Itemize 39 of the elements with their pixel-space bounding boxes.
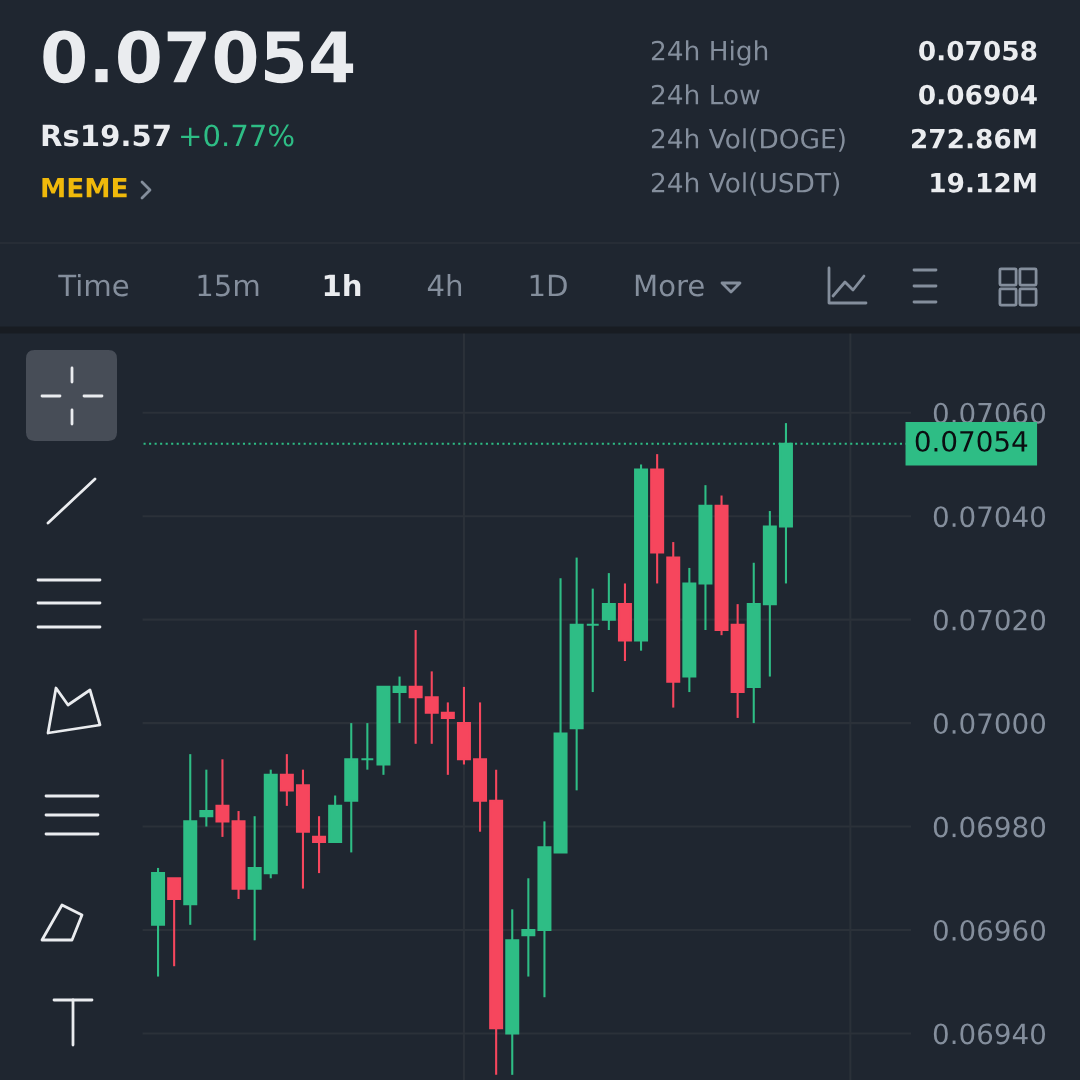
y-tick-label: 0.06940 [933,1023,1046,1045]
y-tick-label: 0.07000 [933,713,1046,735]
text: More [635,274,704,297]
text: MEME [42,178,127,198]
y-tick-label: 0.06960 [933,919,1046,941]
candlestick [360,722,375,771]
text: 0.06904 [919,84,1037,105]
text: 4h [427,273,462,297]
text: 24h High [651,40,768,66]
candlestick [215,758,230,838]
text: +0.77% [181,124,294,147]
candlestick [199,768,214,828]
text: 24h Low [651,84,760,105]
candlestick [521,877,536,978]
candlestick [408,628,423,745]
y-tick-label: 0.07040 [933,506,1046,528]
candlestick [424,670,439,745]
text: 19.12M [931,172,1036,193]
candlestick [440,701,455,776]
candlestick [312,815,327,875]
candlestick [392,675,407,725]
text: 24h Vol(USDT) [651,172,839,196]
text: 1D [530,274,567,297]
candlestick [585,587,600,694]
candlestick [167,877,182,968]
chart-title: 0.07054 [43,30,354,84]
text: Time [58,273,129,297]
candlestick [601,572,616,632]
text: 1h [324,273,361,297]
ref-line-label: 0.07054 [915,430,1028,452]
y-tick-label: 0.06980 [933,816,1046,838]
text: 24h Vol(DOGE) [651,128,845,152]
y-tick-label: 0.07020 [933,609,1046,631]
text: 0.07058 [919,40,1037,61]
text: 272.86M [912,128,1036,149]
candlestick [279,753,294,807]
candlestick [247,815,262,942]
text: Rs19.57 [42,124,170,147]
text: 15m [198,274,259,297]
